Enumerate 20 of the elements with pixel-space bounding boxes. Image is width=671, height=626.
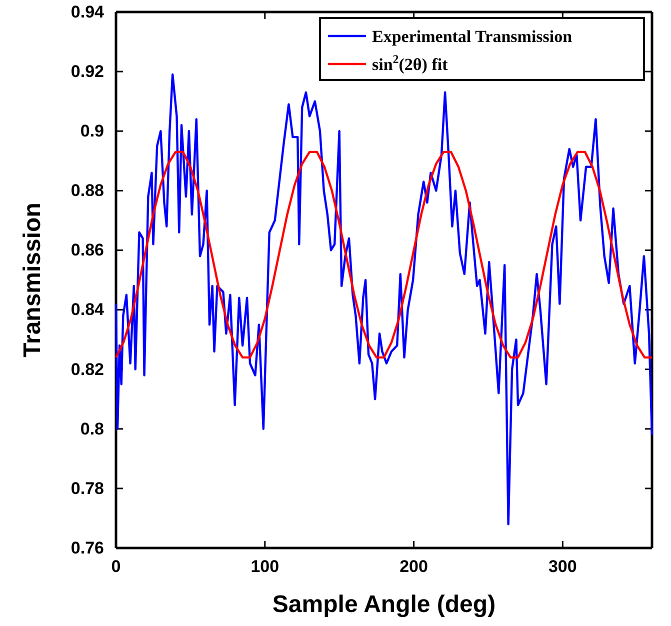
y-tick-label: 0.86	[70, 240, 104, 260]
y-tick-label: 0.92	[70, 62, 104, 81]
y-tick-label: 0.76	[70, 538, 104, 558]
line-series	[114, 150, 654, 359]
x-tick-label: 0	[111, 557, 121, 576]
legend-label: Experimental Transmission	[372, 27, 573, 46]
y-tick-label: 0.9	[80, 122, 104, 141]
x-axis-title: Sample Angle (deg)	[272, 591, 496, 618]
y-tick-label: 0.84	[70, 300, 105, 320]
line-series	[114, 73, 654, 526]
y-tick-label: 0.94	[70, 2, 105, 22]
y-tick-label: 0.8	[80, 419, 104, 438]
y-axis-title: Transmission	[19, 202, 46, 358]
y-tick-label: 0.78	[70, 478, 104, 498]
x-tick-label: 300	[548, 557, 577, 576]
y-tick-label: 0.88	[70, 181, 104, 200]
legend-label: sin$^{2}$(2θ) fit	[372, 52, 448, 74]
x-tick-label: 200	[400, 557, 428, 576]
x-tick-label: 100	[250, 557, 280, 576]
y-tick-label: 0.82	[70, 360, 104, 379]
